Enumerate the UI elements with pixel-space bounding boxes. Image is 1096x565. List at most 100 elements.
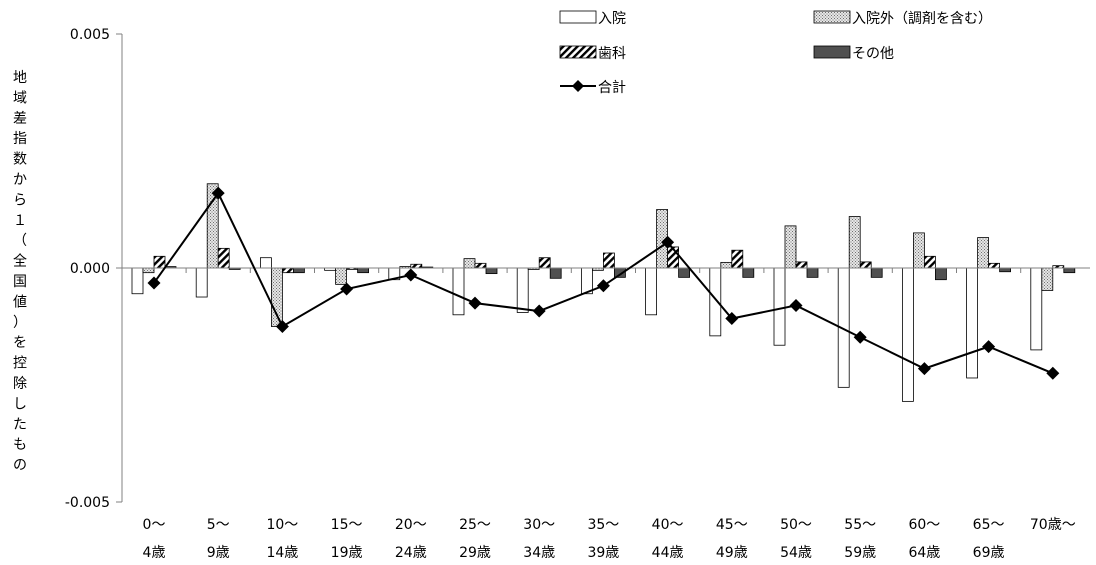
x-tick-label-line2: 4歳 xyxy=(143,545,166,561)
x-tick-label: 60～ xyxy=(908,517,940,533)
bar-dotted xyxy=(784,225,797,269)
x-tick-label-line2: 39歳 xyxy=(587,545,619,561)
x-tick-label: 50～ xyxy=(780,517,812,533)
bar-hatched xyxy=(538,257,551,269)
x-tick-label-line2: 14歳 xyxy=(266,545,298,561)
bar-white xyxy=(709,267,722,337)
y-axis-label-char: 域 xyxy=(13,90,27,106)
x-tick-label: 70歳～ xyxy=(1030,517,1076,533)
y-axis-label-char: ） xyxy=(13,315,27,331)
x-tick-label: 55～ xyxy=(844,517,876,533)
total-line-marker xyxy=(340,282,354,296)
bar-hatched xyxy=(410,263,423,269)
total-line-marker xyxy=(661,235,675,249)
y-tick-label: 0.000 xyxy=(70,261,110,277)
bar-dotted xyxy=(463,258,476,269)
total-line-marker xyxy=(917,362,931,376)
bar-white xyxy=(259,257,272,269)
bar-dark xyxy=(678,267,690,278)
x-tick-label-line2: 49歳 xyxy=(716,545,748,561)
y-axis-label-char: 数 xyxy=(13,152,27,168)
bar-dark xyxy=(935,267,947,281)
y-axis-label-char: し xyxy=(13,396,27,412)
x-tick-label: 40～ xyxy=(652,517,684,533)
x-tick-label-line2: 19歳 xyxy=(331,545,363,561)
x-tick-label-line2: 64歳 xyxy=(908,545,940,561)
bar-hatched xyxy=(281,267,294,274)
bar-dark xyxy=(292,267,305,274)
bar-dark xyxy=(742,267,755,278)
bar-white xyxy=(452,267,465,316)
bar-hatched xyxy=(924,255,936,269)
x-tick-label-line2: 69歳 xyxy=(973,545,1005,561)
x-tick-label: 35～ xyxy=(587,517,619,533)
bar-white xyxy=(1030,267,1043,351)
x-tick-label: 20～ xyxy=(395,517,427,533)
y-axis-label-char: 地 xyxy=(13,70,27,86)
total-line-marker xyxy=(468,296,482,310)
y-axis-label-char: 全 xyxy=(13,253,27,270)
y-axis-label-char: （ xyxy=(13,233,27,249)
total-line-marker xyxy=(596,279,610,293)
x-tick-label-line2: 54歳 xyxy=(780,545,812,561)
bar-dotted xyxy=(335,267,348,285)
bar-dark xyxy=(549,267,562,279)
bar-white xyxy=(773,267,786,346)
bar-white xyxy=(645,267,657,316)
total-line-marker xyxy=(789,298,803,312)
bar-dark xyxy=(1063,267,1076,274)
x-tick-label-line2: 29歳 xyxy=(459,545,491,561)
x-tick-label-line2: 24歳 xyxy=(395,545,427,561)
x-tick-label-line2: 44歳 xyxy=(652,545,684,561)
legend-label: 合計 xyxy=(598,80,626,96)
legend-label: 歯科 xyxy=(598,46,626,62)
bar-hatched xyxy=(217,247,230,269)
x-tick-label: 30～ xyxy=(523,517,555,533)
bars xyxy=(131,183,1076,402)
bar-dotted xyxy=(848,216,861,269)
legend-label: 入院外（調剤を含む） xyxy=(852,11,992,27)
x-tick-label-line2: 59歳 xyxy=(844,545,876,561)
y-axis-label-char: か xyxy=(13,172,27,188)
total-line-marker xyxy=(982,340,996,354)
bar-dotted xyxy=(977,237,989,269)
total-line-marker xyxy=(532,304,546,318)
y-axis-label-char: も xyxy=(13,437,27,453)
bar-dark xyxy=(357,267,370,274)
x-tick-label-line2: 34歳 xyxy=(523,545,555,561)
legend-swatch-white xyxy=(559,10,597,24)
zero-line xyxy=(122,267,1090,273)
bar-hatched xyxy=(731,249,744,269)
bar-dotted xyxy=(720,261,733,269)
x-tick-label: 15～ xyxy=(331,517,363,533)
total-line-marker xyxy=(147,276,161,290)
y-axis-label-char: １ xyxy=(13,213,27,229)
y-axis-label-char: を xyxy=(13,335,27,351)
x-tick-label: 25～ xyxy=(459,517,491,533)
y-axis: 0.005 0.000 -0.005 xyxy=(65,27,123,511)
x-tick-label: 10～ xyxy=(266,517,298,533)
total-line-marker xyxy=(404,268,418,282)
x-tick-label: 5～ xyxy=(207,517,230,533)
y-axis-label-char: 除 xyxy=(13,376,27,392)
bar-hatched xyxy=(988,262,1000,269)
bar-white xyxy=(966,267,978,379)
bar-dotted xyxy=(913,232,925,269)
total-line-marker xyxy=(725,312,739,326)
legend-label: その他 xyxy=(852,46,894,62)
x-tick-label: 45～ xyxy=(716,517,748,533)
total-line-marker xyxy=(1046,366,1060,380)
legend-swatch-dark xyxy=(813,45,851,59)
bar-dark xyxy=(870,267,883,278)
bar-hatched xyxy=(474,262,487,269)
total-line xyxy=(147,186,1060,380)
bar-white xyxy=(131,267,144,295)
bar-dark xyxy=(806,267,819,278)
bar-dotted xyxy=(142,267,155,274)
bar-hatched xyxy=(859,261,872,269)
y-axis-label-char: 国 xyxy=(13,274,27,290)
bar-dotted xyxy=(270,267,283,327)
legend-swatch-marker xyxy=(572,80,584,92)
bar-dark xyxy=(999,267,1011,273)
